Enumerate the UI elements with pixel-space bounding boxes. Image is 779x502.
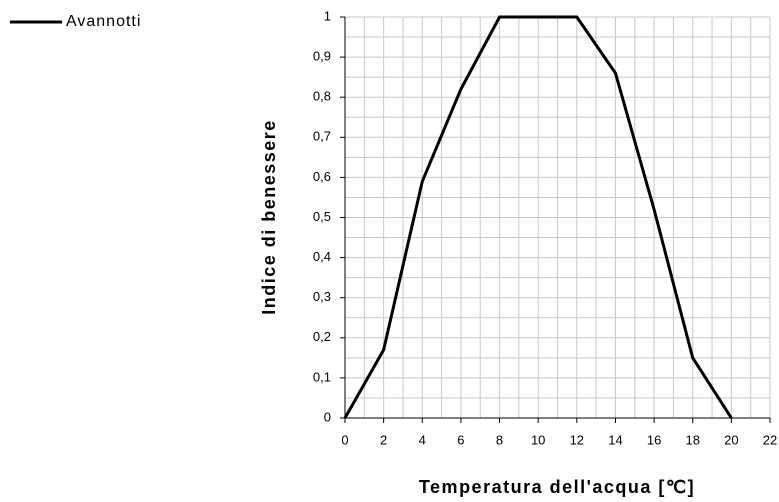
- y-tick-label: 0: [324, 409, 331, 424]
- x-tick-label: 4: [419, 432, 426, 447]
- x-tick-label: 6: [457, 432, 464, 447]
- x-tick-label: 0: [341, 432, 348, 447]
- y-tick-label: 0,2: [313, 329, 331, 344]
- y-tick-label: 0,3: [313, 289, 331, 304]
- y-axis-title: Indice di benessere: [259, 119, 279, 315]
- x-tick-label: 8: [496, 432, 503, 447]
- y-tick-label: 0,7: [313, 129, 331, 144]
- x-axis-title: Temperatura dell'acqua [℃]: [419, 477, 695, 497]
- x-tick-label: 18: [685, 432, 699, 447]
- y-tick-label: 0,1: [313, 369, 331, 384]
- y-tick-label: 0,5: [313, 209, 331, 224]
- x-tick-label: 14: [608, 432, 622, 447]
- y-tick-label: 1: [324, 8, 331, 23]
- x-tick-label: 16: [647, 432, 661, 447]
- x-tick-label: 10: [531, 432, 545, 447]
- y-tick-label: 0,4: [313, 249, 331, 264]
- x-tick-label: 22: [763, 432, 777, 447]
- x-tick-label: 20: [724, 432, 738, 447]
- legend-label: Avannotti: [66, 13, 141, 30]
- x-tick-label: 2: [380, 432, 387, 447]
- y-tick-label: 0,6: [313, 169, 331, 184]
- data-line: [343, 15, 733, 419]
- y-tick-label: 0,9: [313, 49, 331, 64]
- y-tick-label: 0,8: [313, 89, 331, 104]
- x-tick-label: 12: [570, 432, 584, 447]
